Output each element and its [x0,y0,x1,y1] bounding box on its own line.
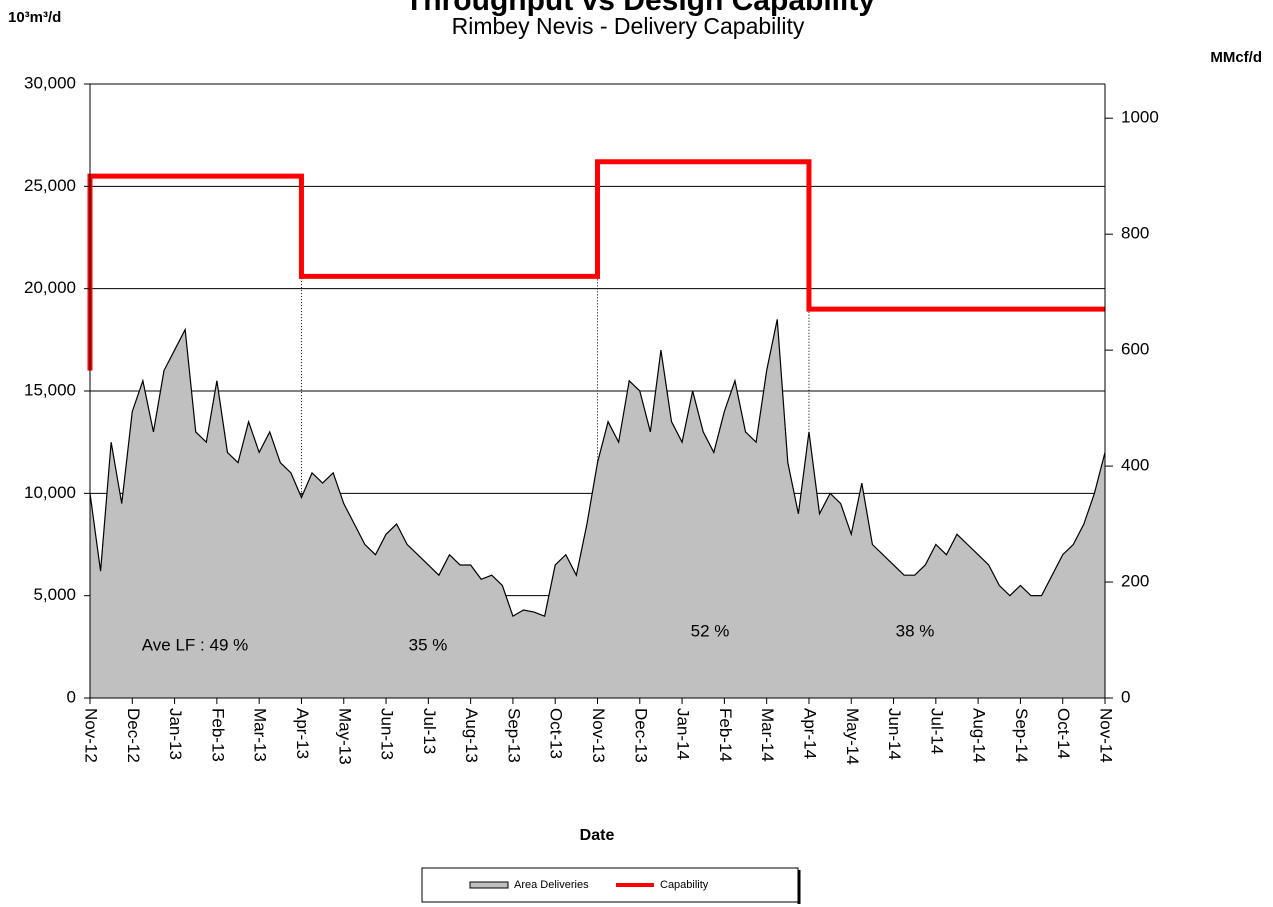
y2-tick-label: 600 [1121,340,1149,359]
x-axis-label: Date [580,827,615,844]
marks: Ave LF : 49 % 35 % 52 % 38 % [87,159,1106,698]
x-tick-label: Aug-14 [970,708,989,763]
x-tick-label: Nov-12 [82,708,101,763]
x-tick-label: Nov-14 [1097,708,1116,763]
y-tick-label: 25,000 [24,176,76,195]
x-tick-label: Feb-14 [716,708,735,762]
annotation: 38 % [896,621,935,640]
area-outline [89,319,1106,618]
y-tick-label: 10,000 [24,483,76,502]
x-tick-label: Mar-14 [758,708,777,762]
x-tick-label: May-14 [843,708,862,765]
area-fill [90,319,1105,698]
y2-tick-label: 1000 [1121,108,1159,127]
x-tick-label: Jul-14 [927,708,946,754]
y2-axis-label: MMcf/d [1210,49,1262,66]
x-tick-label: Dec-13 [631,708,650,763]
chart-subtitle: Rimbey Nevis - Delivery Capability [452,13,805,39]
annotation: 52 % [691,621,730,640]
y-tick-label: 5,000 [33,585,76,604]
x-tick-label: Jan-13 [166,708,185,760]
legend: Area Deliveries Capability [469,879,709,891]
x-tick-label: Apr-13 [293,708,312,759]
annotation: 35 % [409,635,448,654]
annotation: Ave LF : 49 % [142,635,248,654]
x-tick-label: Nov-13 [589,708,608,763]
x-tick-label: Jul-13 [420,708,439,754]
x-tick-label: Sep-13 [504,708,523,763]
x-tick-label: Sep-14 [1012,708,1031,763]
x-tick-label: Aug-13 [462,708,481,763]
axes: 0 5,000 10,000 15,000 20,000 25,000 30,000 0 200… [24,73,1159,764]
y2-tick-label: 800 [1121,224,1149,243]
chart-title: Throughput vs Design Capability [405,0,875,17]
y2-tick-label: 400 [1121,456,1149,475]
y-tick-label: 0 [67,687,76,706]
x-tick-label: Jun-13 [378,708,397,760]
x-tick-label: May-13 [335,708,354,765]
legend-label: Capability [660,879,709,891]
capability-line [87,159,1105,371]
x-tick-label: Feb-13 [208,708,227,762]
y2-tick-label: 200 [1121,572,1149,591]
y-axis-label: 10³m³/d [8,9,61,26]
x-tick-label: Mar-13 [251,708,270,762]
x-tick-label: Jun-14 [885,708,904,760]
x-tick-label: Jan-14 [674,708,693,760]
y2-tick-label: 0 [1121,687,1130,706]
legend-swatch [469,881,509,889]
x-tick-label: Oct-14 [1054,708,1073,759]
legend-label: Area Deliveries [514,879,589,891]
x-tick-label: Apr-14 [800,708,819,759]
y-tick-label: 15,000 [24,380,76,399]
y-tick-label: 30,000 [24,73,76,92]
y-tick-label: 20,000 [24,278,76,297]
x-tick-label: Oct-13 [547,708,566,759]
x-tick-label: Dec-12 [124,708,143,763]
